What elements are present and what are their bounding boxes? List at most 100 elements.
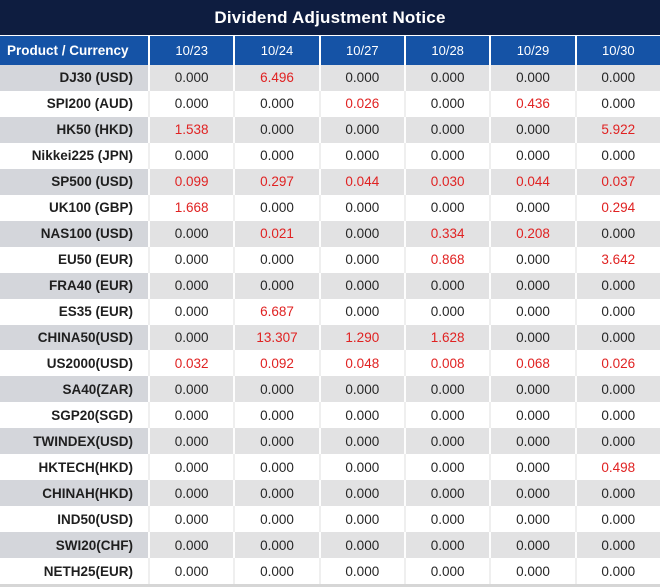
dividend-value-cell: 0.868 [403,246,490,273]
product-currency-cell: DJ30 (USD) [0,65,148,91]
product-currency-cell: SP500 (USD) [0,168,148,195]
dividend-value-cell: 0.000 [403,480,490,507]
dividend-value-cell: 1.538 [148,116,234,143]
product-currency-cell: US2000(USD) [0,350,148,377]
dividend-value-cell: 0.068 [489,350,575,377]
product-currency-cell: SWI20(CHF) [0,532,148,559]
dividend-value-cell: 0.000 [233,454,319,481]
table-row: FRA40 (EUR) 0.000 0.000 0.000 0.000 0.000 0.00… [0,272,660,299]
dividend-value-cell: 0.000 [574,506,660,533]
dividend-value-cell: 0.000 [403,558,490,584]
dividend-value-cell: 0.000 [233,532,319,559]
dividend-value-cell: 0.000 [574,272,660,299]
table-row: SPI200 (AUD) 0.000 0.000 0.026 0.000 0.436 0.0… [0,90,660,117]
dividend-value-cell: 0.000 [233,90,319,117]
dividend-value-cell: 0.000 [318,428,404,455]
dividend-value-cell: 0.000 [403,506,490,533]
dividend-value-cell: 0.000 [574,142,660,169]
dividend-value-cell: 0.000 [489,272,575,299]
table-row: ES35 (EUR) 0.000 6.687 0.000 0.000 0.000 0.000 [0,298,660,325]
table-row: SA40(ZAR) 0.000 0.000 0.000 0.000 0.000 0.000 [0,376,660,403]
product-currency-cell: SA40(ZAR) [0,376,148,403]
product-currency-cell: HKTECH(HKD) [0,454,148,481]
dividend-value-cell: 0.000 [318,558,404,584]
dividend-value-cell: 0.026 [574,350,660,377]
product-currency-cell: Nikkei225 (JPN) [0,142,148,169]
dividend-value-cell: 0.000 [318,454,404,481]
dividend-value-cell: 0.008 [403,350,490,377]
dividend-value-cell: 0.000 [318,142,404,169]
dividend-value-cell: 0.000 [574,65,660,91]
product-currency-cell: EU50 (EUR) [0,246,148,273]
dividend-value-cell: 0.000 [574,428,660,455]
dividend-value-cell: 0.000 [148,532,234,559]
dividend-value-cell: 0.208 [489,220,575,247]
dividend-value-cell: 0.000 [403,65,490,91]
dividend-value-cell: 0.044 [489,168,575,195]
table-row: CHINAH(HKD) 0.000 0.000 0.000 0.000 0.000 0.00… [0,480,660,507]
dividend-value-cell: 0.092 [233,350,319,377]
column-header-date: 10/27 [318,36,404,65]
dividend-value-cell: 0.000 [403,532,490,559]
dividend-value-cell: 0.000 [318,272,404,299]
product-currency-cell: NAS100 (USD) [0,220,148,247]
dividend-value-cell: 0.000 [489,194,575,221]
dividend-value-cell: 6.687 [233,298,319,325]
product-currency-cell: NETH25(EUR) [0,558,148,584]
dividend-value-cell: 0.000 [233,194,319,221]
dividend-value-cell: 1.628 [403,324,490,351]
dividend-value-cell: 0.000 [574,558,660,584]
dividend-value-cell: 0.000 [489,142,575,169]
dividend-value-cell: 0.436 [489,90,575,117]
dividend-value-cell: 0.000 [489,65,575,91]
dividend-value-cell: 0.000 [574,90,660,117]
dividend-value-cell: 0.000 [148,376,234,403]
table-row: HK50 (HKD) 1.538 0.000 0.000 0.000 0.000 5.922 [0,116,660,143]
dividend-value-cell: 0.498 [574,454,660,481]
dividend-value-cell: 0.000 [148,272,234,299]
table-row: US2000(USD) 0.032 0.092 0.048 0.008 0.068 0.02… [0,350,660,377]
product-currency-cell: HK50 (HKD) [0,116,148,143]
table-row: SGP20(SGD) 0.000 0.000 0.000 0.000 0.000 0.000 [0,402,660,429]
dividend-value-cell: 0.000 [148,65,234,91]
column-header-date: 10/23 [148,36,233,65]
dividend-value-cell: 0.000 [318,65,404,91]
dividend-value-cell: 5.922 [574,116,660,143]
dividend-value-cell: 0.000 [574,220,660,247]
column-header-date: 10/29 [489,36,574,65]
dividend-value-cell: 0.000 [318,220,404,247]
product-currency-cell: SPI200 (AUD) [0,90,148,117]
table-row: IND50(USD) 0.000 0.000 0.000 0.000 0.000 0.000 [0,506,660,533]
column-header-date: 10/28 [403,36,489,65]
dividend-value-cell: 0.000 [574,298,660,325]
dividend-value-cell: 0.000 [148,142,234,169]
column-header-date: 10/24 [233,36,318,65]
dividend-value-cell: 0.044 [318,168,404,195]
product-currency-cell: CHINA50(USD) [0,324,148,351]
table-row: TWINDEX(USD) 0.000 0.000 0.000 0.000 0.000 0.0… [0,428,660,455]
dividend-value-cell: 0.000 [574,402,660,429]
dividend-value-cell: 0.048 [318,350,404,377]
page-title: Dividend Adjustment Notice [214,7,446,27]
table-row: Nikkei225 (JPN) 0.000 0.000 0.000 0.000 0.000… [0,142,660,169]
dividend-value-cell: 0.000 [148,324,234,351]
table-row: EU50 (EUR) 0.000 0.000 0.000 0.868 0.000 3.642 [0,246,660,273]
dividend-value-cell: 0.000 [318,298,404,325]
dividend-value-cell: 0.000 [148,220,234,247]
dividend-value-cell: 0.099 [148,168,234,195]
table-row: NAS100 (USD) 0.000 0.021 0.000 0.334 0.208 0.0… [0,220,660,247]
dividend-value-cell: 0.000 [148,428,234,455]
dividend-value-cell: 0.000 [233,142,319,169]
dividend-value-cell: 0.000 [403,428,490,455]
dividend-value-cell: 0.000 [489,480,575,507]
table-body: DJ30 (USD) 0.000 6.496 0.000 0.000 0.000 0.000… [0,65,660,584]
dividend-value-cell: 0.000 [403,272,490,299]
dividend-value-cell: 0.000 [489,298,575,325]
dividend-value-cell: 0.000 [403,454,490,481]
column-header-date: 10/30 [574,36,660,65]
dividend-value-cell: 0.000 [403,194,490,221]
dividend-value-cell: 0.000 [489,558,575,584]
dividend-value-cell: 0.000 [148,246,234,273]
dividend-value-cell: 13.307 [233,324,319,351]
dividend-value-cell: 0.000 [148,298,234,325]
